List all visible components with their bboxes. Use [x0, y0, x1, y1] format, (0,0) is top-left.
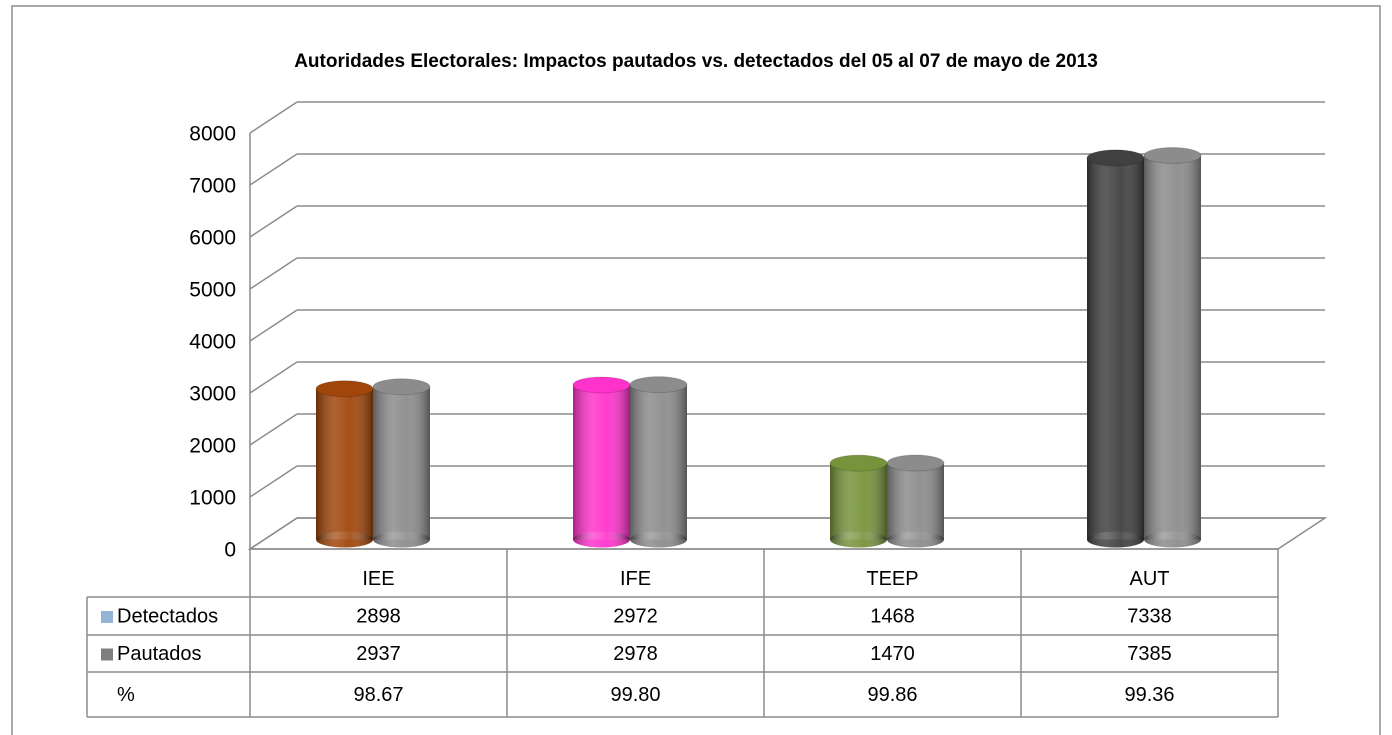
grid-line-depth: [249, 517, 298, 550]
bar-base-shade: [573, 531, 630, 548]
table-row-label: %: [117, 684, 135, 706]
legend-swatch: [101, 611, 113, 623]
y-tick-label: 1000: [189, 487, 236, 510]
bar-base-shade: [316, 531, 373, 548]
bar-top: [829, 454, 888, 472]
y-tick-label: 0: [224, 539, 236, 562]
legend-label: Detectados: [117, 605, 218, 627]
bar-shade: [887, 463, 944, 540]
bar-shade: [1087, 157, 1144, 540]
bar-base-shade: [1087, 531, 1144, 548]
chart-frame: [11, 5, 1381, 735]
table-value: 98.67: [353, 684, 403, 706]
bar-base-shade: [1144, 531, 1201, 548]
bar-shade: [316, 388, 373, 540]
table-value: 7338: [1127, 605, 1172, 627]
bar-shade: [1144, 155, 1201, 540]
table-value: 1468: [870, 605, 915, 627]
legend-label: Pautados: [117, 643, 202, 665]
bar-top: [629, 376, 688, 394]
bar-top: [886, 454, 945, 472]
table-value: 7385: [1127, 643, 1172, 665]
y-tick-label: 6000: [189, 227, 236, 250]
table-value: 2972: [613, 605, 658, 627]
grid-line-depth: [249, 361, 298, 394]
bar-base-shade: [887, 531, 944, 548]
bar-top: [372, 378, 431, 396]
grid-line-depth: [249, 465, 298, 498]
x-tick-label: AUT: [1130, 568, 1170, 590]
table-value: 99.36: [1124, 684, 1174, 706]
table-value: 1470: [870, 643, 915, 665]
grid-line-depth: [249, 205, 298, 238]
grid-line-depth: [249, 413, 298, 446]
table-value: 99.80: [610, 684, 660, 706]
table-value: 99.86: [867, 684, 917, 706]
grid-line-depth: [249, 153, 298, 186]
table-value: 2898: [356, 605, 401, 627]
x-tick-label: TEEP: [866, 568, 918, 590]
y-tick-label: 8000: [189, 123, 236, 146]
table-value: 2978: [613, 643, 658, 665]
bar-shade: [573, 384, 630, 540]
legend-swatch: [101, 648, 113, 661]
grid-line-depth: [249, 309, 298, 342]
bar-top: [315, 380, 374, 398]
grid-line-depth: [249, 257, 298, 290]
bar-shade: [630, 384, 687, 540]
chart-title: Autoridades Electorales: Impactos pautad…: [294, 51, 1098, 72]
x-tick-label: IFE: [620, 568, 651, 590]
grid-line-depth: [249, 101, 298, 134]
bar-shade: [373, 386, 430, 540]
y-tick-label: 4000: [189, 331, 236, 354]
bar-base-shade: [373, 531, 430, 548]
bar-base-shade: [830, 531, 887, 548]
bar-top: [1086, 149, 1145, 167]
bar-base-shade: [630, 531, 687, 548]
y-tick-label: 2000: [189, 435, 236, 458]
bar-top: [1143, 146, 1202, 164]
x-tick-label: IEE: [362, 568, 394, 590]
table-value: 2937: [356, 643, 401, 665]
y-tick-label: 5000: [189, 279, 236, 302]
bar-shade: [830, 463, 887, 540]
y-tick-label: 7000: [189, 175, 236, 198]
y-tick-label: 3000: [189, 383, 236, 406]
bar-top: [572, 376, 631, 394]
